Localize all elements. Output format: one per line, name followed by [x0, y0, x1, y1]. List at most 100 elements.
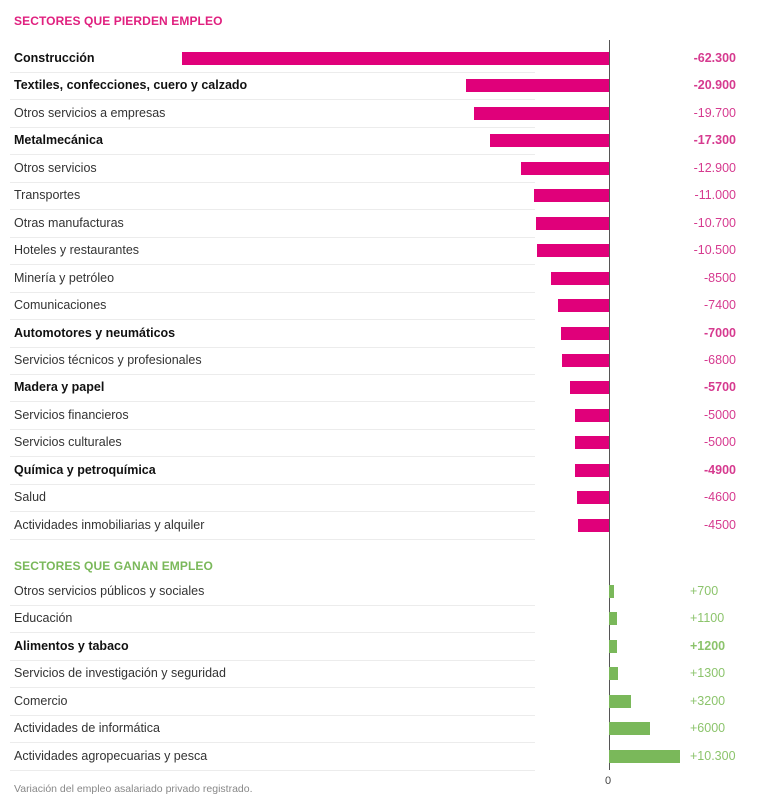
category-label: Automotores y neumáticos	[14, 325, 176, 340]
gaining-sectors-title: SECTORES QUE GANAN EMPLEO	[14, 559, 213, 573]
losing-sectors-title: SECTORES QUE PIERDEN EMPLEO	[14, 14, 223, 28]
chart-row: Educación	[10, 605, 535, 634]
bar	[558, 299, 609, 313]
bar	[575, 463, 609, 477]
value-label: -4900	[704, 462, 736, 477]
value-label: -17.300	[693, 133, 736, 148]
bar	[182, 52, 609, 65]
category-label: Comunicaciones	[14, 298, 107, 313]
category-label: Servicios financieros	[14, 407, 129, 422]
chart-row: Otras manufacturas	[10, 210, 535, 238]
category-label: Transportes	[14, 188, 81, 203]
chart-row: Otros servicios a empresas	[10, 100, 535, 128]
category-label: Actividades de informática	[14, 721, 160, 736]
category-label: Alimentos y tabaco	[14, 638, 129, 653]
bar	[520, 161, 609, 175]
category-label: Actividades agropecuarias y pesca	[14, 748, 208, 763]
footnote: Variación del empleo asalariado privado …	[14, 783, 253, 795]
chart-row: Comunicaciones	[10, 292, 535, 321]
category-label: Servicios culturales	[14, 435, 122, 450]
category-label: Otras manufacturas	[14, 215, 124, 230]
chart-row: Construcción	[10, 45, 535, 73]
bar	[609, 612, 617, 626]
chart-row: Hoteles y restaurantes	[10, 237, 535, 266]
value-label: -10.700	[693, 215, 736, 230]
category-label: Educación	[14, 611, 73, 626]
chart-row: Alimentos y tabaco	[10, 633, 535, 661]
chart-row: Química y petroquímica	[10, 457, 535, 485]
chart-row: Minería y petróleo	[10, 265, 535, 293]
value-label: -19.700	[693, 105, 736, 120]
chart-row: Transportes	[10, 182, 535, 211]
chart-row: Servicios culturales	[10, 429, 535, 458]
value-label: -7000	[704, 325, 736, 340]
chart-row: Salud	[10, 484, 535, 513]
bar	[609, 749, 680, 763]
bar	[535, 216, 609, 230]
category-label: Metalmecánica	[14, 133, 103, 148]
bar	[465, 79, 609, 93]
value-label: +3200	[690, 693, 726, 708]
chart-row: Actividades inmobiliarias y alquiler	[10, 512, 535, 540]
value-label: -6800	[704, 352, 736, 367]
value-label: -20.900	[693, 78, 736, 93]
value-label: -4600	[704, 490, 736, 505]
bar	[561, 326, 609, 340]
value-label: +10.300	[690, 748, 736, 763]
bar	[473, 106, 609, 120]
chart-row: Automotores y neumáticos	[10, 320, 535, 348]
bar	[578, 518, 609, 532]
value-label: -11.000	[694, 188, 736, 203]
bar	[609, 639, 618, 653]
category-label: Otros servicios	[14, 160, 97, 175]
category-label: Otros servicios a empresas	[14, 105, 166, 120]
value-label: +1100	[690, 611, 725, 626]
value-label: -4500	[704, 517, 736, 532]
value-label: +6000	[690, 721, 726, 736]
value-label: +700	[690, 584, 719, 598]
chart-row: Actividades agropecuarias y pesca	[10, 743, 535, 771]
bar	[609, 694, 631, 708]
value-label: -5000	[704, 407, 736, 422]
bar	[562, 353, 609, 367]
chart-row: Servicios financieros	[10, 402, 535, 430]
chart-row: Actividades de informática	[10, 715, 535, 744]
bar	[577, 491, 609, 505]
value-label: -5000	[704, 435, 736, 450]
chart-row: Metalmecánica	[10, 127, 535, 156]
value-label: -10.500	[693, 243, 736, 258]
value-label: -8500	[704, 270, 736, 285]
category-label: Minería y petróleo	[14, 270, 115, 285]
value-label: -12.900	[693, 160, 736, 175]
bar	[533, 189, 609, 203]
value-label: +1200	[690, 638, 726, 653]
bar	[490, 134, 609, 148]
chart-row: Otros servicios	[10, 155, 535, 183]
bar	[569, 381, 609, 395]
chart-row: Textiles, confecciones, cuero y calzado	[10, 72, 535, 101]
chart-row: Madera y papel	[10, 374, 535, 403]
chart-row: Servicios técnicos y profesionales	[10, 347, 535, 375]
value-label: -5700	[704, 380, 736, 395]
bar	[550, 271, 609, 285]
value-label: -7400	[704, 298, 736, 313]
category-label: Servicios de investigación y seguridad	[14, 666, 226, 681]
category-label: Textiles, confecciones, cuero y calzado	[14, 78, 248, 93]
bar	[609, 585, 614, 598]
category-label: Actividades inmobiliarias y alquiler	[14, 517, 205, 532]
chart-row: Servicios de investigación y seguridad	[10, 660, 535, 689]
category-label: Madera y papel	[14, 380, 105, 395]
category-label: Comercio	[14, 693, 68, 708]
bar	[574, 408, 609, 422]
category-label: Construcción	[14, 51, 95, 65]
bar	[609, 667, 618, 681]
category-label: Hoteles y restaurantes	[14, 243, 140, 258]
zero-tick-label: 0	[605, 775, 612, 787]
chart-row: Comercio	[10, 688, 535, 716]
category-label: Servicios técnicos y profesionales	[14, 352, 202, 367]
bar	[609, 722, 651, 736]
chart-row: Otros servicios públicos y sociales	[10, 578, 535, 606]
bar	[574, 436, 609, 450]
value-label: -62.300	[693, 51, 736, 65]
category-label: Otros servicios públicos y sociales	[14, 584, 205, 598]
